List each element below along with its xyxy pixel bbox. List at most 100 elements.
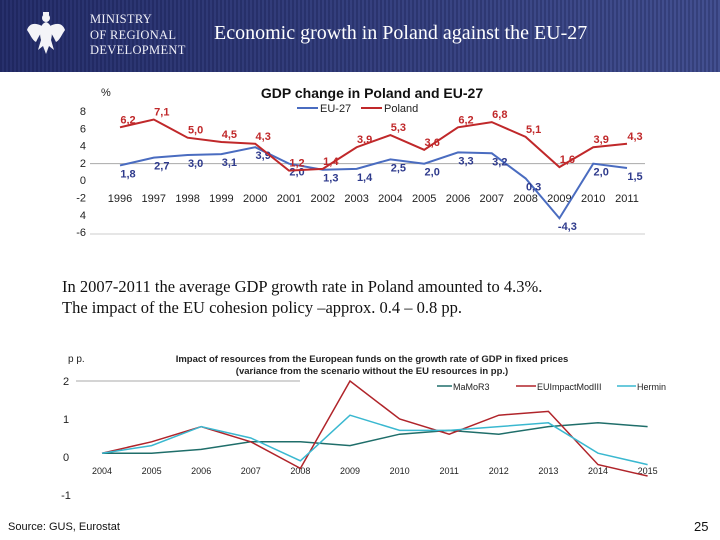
x-tick-label: 2008 <box>513 193 537 205</box>
page-number: 25 <box>694 519 709 534</box>
series-line-mamor3 <box>102 422 648 454</box>
x-tick-label: 2001 <box>277 193 301 205</box>
chart2-legend: MaMoR3 EUImpactModIII Hermin <box>437 382 666 392</box>
legend-label-mamor3: MaMoR3 <box>453 382 490 392</box>
data-label: 6,2 <box>120 114 135 126</box>
legend-label-eu27: EU-27 <box>320 103 351 115</box>
data-label: 3,2 <box>492 156 507 168</box>
x-tick-label: 2003 <box>344 193 368 205</box>
x-tick-label: 2008 <box>290 466 310 476</box>
x-tick-label: 2015 <box>638 466 658 476</box>
y-tick-label: 4 <box>80 141 86 153</box>
ministry-name: MINISTRY OF REGIONAL DEVELOPMENT <box>90 12 186 59</box>
x-tick-label: 2004 <box>92 466 112 476</box>
ministry-line: MINISTRY <box>90 12 153 26</box>
y-tick-label: 0 <box>80 175 86 187</box>
x-tick-label: 2005 <box>142 466 162 476</box>
ministry-line: DEVELOPMENT <box>90 43 186 57</box>
x-tick-label: 2007 <box>480 193 504 205</box>
x-tick-label: 2009 <box>340 466 360 476</box>
data-label: 1,8 <box>120 168 135 180</box>
data-label: 1,4 <box>357 172 373 184</box>
y-tick-label: -1 <box>61 490 71 502</box>
y-tick-label: 0 <box>63 452 69 464</box>
data-label: 0,3 <box>526 181 541 193</box>
data-label: 1,3 <box>323 173 338 185</box>
y-tick-label: 2 <box>80 158 86 170</box>
data-label: 1,2 <box>289 158 304 170</box>
x-tick-label: 1997 <box>142 193 166 205</box>
data-label: 1,6 <box>560 154 575 166</box>
ministry-line: OF REGIONAL <box>90 27 177 42</box>
chart2-title: Impact of resources from the European fu… <box>176 354 569 365</box>
x-tick-label: 2012 <box>489 466 509 476</box>
data-label: 2,0 <box>594 167 609 179</box>
x-tick-label: 2002 <box>311 193 335 205</box>
x-tick-label: 2000 <box>243 193 267 205</box>
data-label: 3,0 <box>188 158 203 170</box>
data-label: 7,1 <box>154 107 169 119</box>
eagle-emblem-icon <box>27 12 65 54</box>
data-label: -4,3 <box>558 221 577 233</box>
data-label: 3,9 <box>256 150 271 162</box>
slide-header: MINISTRY OF REGIONAL DEVELOPMENT Economi… <box>0 0 720 72</box>
data-label: 4,3 <box>256 131 271 143</box>
x-tick-label: 2011 <box>440 466 459 476</box>
x-tick-label: 2010 <box>581 193 605 205</box>
y-tick-label: -2 <box>76 193 86 205</box>
data-label: 4,3 <box>627 131 642 143</box>
data-label: 2,7 <box>154 161 169 173</box>
x-tick-label: 2013 <box>538 466 558 476</box>
x-tick-label: 2007 <box>241 466 261 476</box>
summary-line: In 2007-2011 the average GDP growth rate… <box>62 277 543 296</box>
data-label: 1,4 <box>323 156 339 168</box>
chart1-legend: EU-27 Poland <box>297 103 418 115</box>
data-label: 6,2 <box>458 114 473 126</box>
x-tick-label: 1999 <box>209 193 233 205</box>
data-label: 3,1 <box>222 157 237 169</box>
y-tick-label: 1 <box>63 414 69 426</box>
data-label: 5,0 <box>188 125 203 137</box>
summary-text: In 2007-2011 the average GDP growth rate… <box>62 276 542 318</box>
legend-label-hermin: Hermin <box>637 382 666 392</box>
data-label: 5,3 <box>391 122 406 134</box>
x-tick-label: 1996 <box>108 193 132 205</box>
series-line-poland <box>119 118 628 172</box>
y-tick-label: 8 <box>80 106 86 118</box>
x-tick-label: 2009 <box>547 193 571 205</box>
y-tick-label: 6 <box>80 123 86 135</box>
data-label: 1,5 <box>627 171 642 183</box>
series-line-eu-27 <box>119 146 628 220</box>
data-label: 5,1 <box>526 124 541 136</box>
x-tick-label: 1998 <box>175 193 199 205</box>
slide-title: Economic growth in Poland against the EU… <box>214 22 588 44</box>
series-line-hermin <box>101 414 648 466</box>
data-label: 3,3 <box>458 155 473 167</box>
chart2-subtitle: (variance from the scenario without the … <box>236 366 508 377</box>
summary-line: The impact of the EU cohesion policy –ap… <box>62 298 463 317</box>
x-tick-label: 2004 <box>378 193 402 205</box>
x-tick-label: 2010 <box>390 466 410 476</box>
series-line-euimpactmodiii <box>101 379 648 477</box>
data-label: 4,5 <box>222 129 237 141</box>
data-label: 3,6 <box>425 137 440 149</box>
x-tick-label: 2005 <box>412 193 436 205</box>
data-label: 6,8 <box>492 109 507 121</box>
chart1-ylabel: % <box>101 87 111 99</box>
chart1-title: GDP change in Poland and EU-27 <box>261 85 483 101</box>
x-tick-label: 2006 <box>446 193 470 205</box>
legend-label-poland: Poland <box>384 103 418 115</box>
data-label: 3,9 <box>594 134 609 146</box>
x-tick-label: 2006 <box>191 466 211 476</box>
y-tick-label: 4 <box>80 210 86 222</box>
source-note: Source: GUS, Eurostat <box>8 521 120 533</box>
x-tick-label: 2014 <box>588 466 608 476</box>
data-label: 3,9 <box>357 134 372 146</box>
x-tick-label: 2011 <box>615 193 639 205</box>
y-tick-label: 2 <box>63 376 69 388</box>
y-tick-label: -6 <box>76 227 86 239</box>
data-label: 2,0 <box>425 167 440 179</box>
data-label: 2,5 <box>391 162 406 174</box>
legend-label-euimpactmod: EUImpactModIII <box>537 382 602 392</box>
chart2-ylabel: p p. <box>68 354 85 365</box>
